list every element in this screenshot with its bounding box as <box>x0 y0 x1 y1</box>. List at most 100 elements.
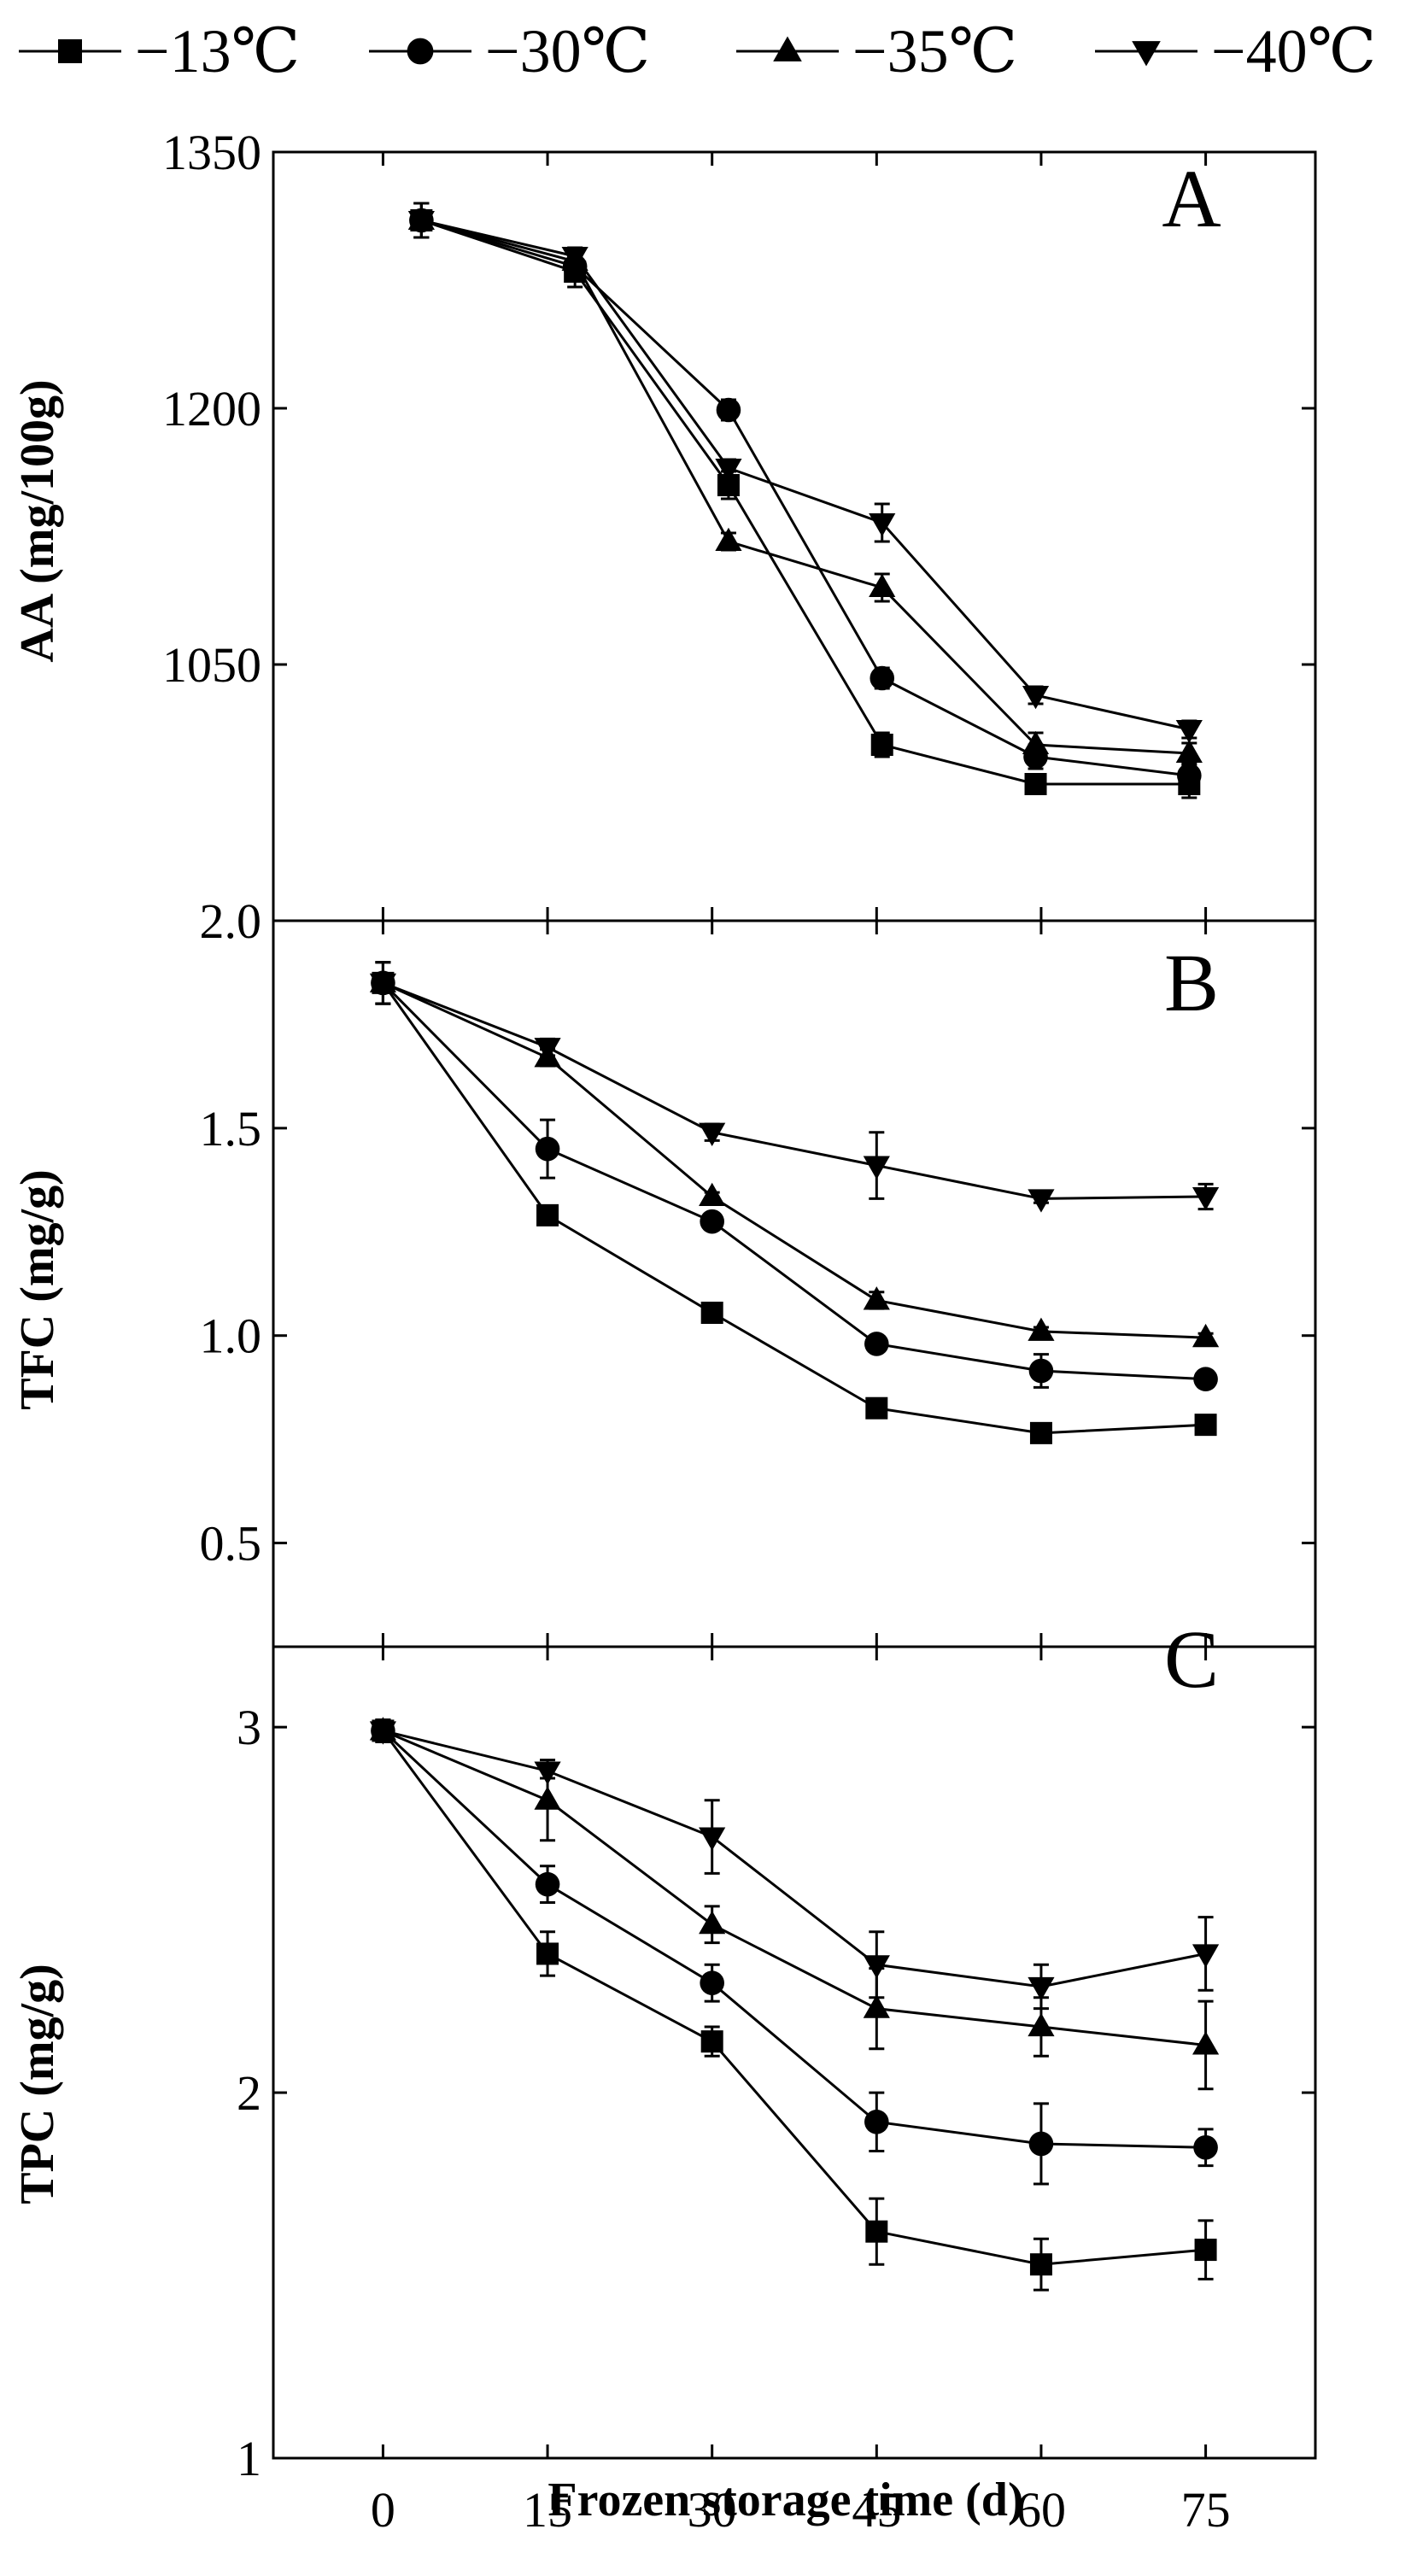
panel-a-line-s13 <box>420 219 1190 786</box>
panel-c-point-s40 <box>863 1955 890 1979</box>
panel-b-point-s35 <box>1192 1323 1220 1348</box>
panel-c-point-s35 <box>863 1994 890 2018</box>
panel-a-point-s40 <box>561 246 588 271</box>
x-tick-label: 15 <box>523 2482 572 2538</box>
panel-b-point-s13 <box>865 1396 888 1420</box>
panel-b-point-s35 <box>699 1182 726 1207</box>
legend-label: −35℃ <box>852 17 1017 85</box>
legend-entry-s30: −30℃ <box>369 17 650 85</box>
panel-a-point-s40 <box>1175 719 1203 744</box>
panel-a-point-s35 <box>1022 730 1050 755</box>
legend-entry-s40: −40℃ <box>1095 17 1376 85</box>
panel-c-point-s35 <box>534 1786 561 1810</box>
panel-a-point-s13 <box>1024 773 1047 795</box>
panel-b-y-tick-label: 0.5 <box>200 1516 262 1572</box>
x-axis: 0 15 30 45 60 75 <box>371 2444 1231 2538</box>
panel-a-y-tick-label: 1050 <box>162 637 261 693</box>
panel-a-point-s35 <box>715 527 742 552</box>
panel-b-point-s30 <box>1193 1367 1218 1392</box>
x-tick-label: 30 <box>688 2482 737 2538</box>
panel-c-point-s30 <box>1028 2131 1054 2157</box>
panel-a-point-s30 <box>716 397 741 423</box>
legend-marker-s30 <box>407 38 434 65</box>
panel-b-point-s30 <box>535 1136 560 1162</box>
panel-c-frame <box>272 1645 1317 2460</box>
panel-a-point-s40 <box>869 512 896 537</box>
panel-c-point-s35 <box>1028 2012 1055 2037</box>
panel-c-point-s30 <box>1193 2134 1218 2160</box>
panel-b-point-s40 <box>1028 1189 1055 1213</box>
panel-c-point-s40 <box>534 1761 561 1785</box>
panel-c-y-tick-label: 2 <box>237 2065 261 2121</box>
panel-a-point-s40 <box>407 210 435 235</box>
panel-c-series-s13 <box>372 1718 1217 2292</box>
panel-b-y-tick-label: 1.5 <box>200 1101 262 1156</box>
panel-b-point-s13 <box>700 1302 723 1324</box>
panel-a-point-s40 <box>715 458 742 483</box>
panel-b-series-s40 <box>369 961 1220 1213</box>
panel-a-series-s35 <box>407 202 1203 765</box>
panel-a-point-s35 <box>869 573 896 598</box>
panel-b-point-s30 <box>864 1332 889 1356</box>
panel-a-y-axis-title: AA (mg/100g) <box>11 379 64 662</box>
panel-c-y-tick-label: 3 <box>237 1700 261 1755</box>
panel-b-point-s40 <box>863 1156 890 1180</box>
panel-c-letter: C <box>1164 1613 1219 1705</box>
panel-c-point-s35 <box>1192 2031 1220 2055</box>
legend-marker-s35 <box>773 36 802 61</box>
panel-c-point-s40 <box>1028 1976 1055 2001</box>
panel-a-series-s13 <box>410 202 1201 799</box>
panel-b-letter: B <box>1164 937 1219 1028</box>
panel-a-y-tick-label: 2.0 <box>200 893 262 949</box>
legend-label: −13℃ <box>135 17 300 85</box>
panel-a-line-s30 <box>420 219 1190 777</box>
panel-c-point-s13 <box>865 2220 888 2243</box>
panel-b-line-s40 <box>382 981 1206 1200</box>
panel-a-line-s40 <box>421 219 1190 731</box>
panel-b-point-s40 <box>534 1038 561 1062</box>
panel-b-point-s40 <box>699 1122 726 1146</box>
panel-a-letter: A <box>1162 153 1221 244</box>
panel-b-point-s40 <box>369 973 397 998</box>
panel-c-y-axis-title: TPC (mg/g) <box>11 1964 64 2204</box>
panel-a-point-s35 <box>1175 739 1203 764</box>
legend-entry-s13: −13℃ <box>19 17 300 85</box>
panel-b-series-s35 <box>369 961 1220 1348</box>
panel-c-series <box>369 1717 1220 2292</box>
panel-a-frame <box>272 150 1317 922</box>
legend-label: −30℃ <box>485 17 650 85</box>
legend-label: −40℃ <box>1211 17 1376 85</box>
panel-b-line-s35 <box>382 981 1206 1339</box>
panel-a-series-s40 <box>407 202 1203 744</box>
panel-c-point-s13 <box>1029 2253 1052 2276</box>
panel-c-point-s13 <box>536 1942 559 1965</box>
panel-b-line-s13 <box>382 981 1206 1435</box>
legend-entry-s35: −35℃ <box>736 17 1017 85</box>
panel-c-series-s30 <box>371 1718 1218 2186</box>
panel-c-point-s40 <box>1192 1944 1220 1968</box>
panel-c-point-s30 <box>535 1871 560 1897</box>
panel-a-point-s40 <box>1022 685 1050 710</box>
panel-c: 1 2 3 C TPC (mg/g) <box>11 1613 1317 2486</box>
panel-b-point-s35 <box>1028 1317 1055 1341</box>
panel-c-point-s13 <box>1194 2239 1217 2262</box>
panel-a-series <box>407 202 1203 799</box>
panel-c-point-s35 <box>699 1910 726 1935</box>
panel-a-ticks: 1050 1200 1350 2.0 <box>162 125 1315 949</box>
panel-c-series-s35 <box>369 1717 1220 2091</box>
panel-c-point-s40 <box>699 1827 726 1851</box>
x-tick-label: 75 <box>1181 2482 1231 2538</box>
panel-a-point-s30 <box>870 665 895 691</box>
panel-b-series <box>369 961 1220 1444</box>
panel-c-line-s13 <box>382 1730 1206 2266</box>
panel-a-point-s30 <box>1177 763 1202 788</box>
x-tick-label: 60 <box>1016 2482 1066 2538</box>
x-tick-label: 45 <box>852 2482 901 2538</box>
panel-b-point-s30 <box>700 1209 724 1234</box>
panel-b-y-tick-label: 1.0 <box>200 1308 262 1364</box>
x-axis-title: Frozen storage time (d) <box>547 2474 1023 2526</box>
panel-b-point-s35 <box>863 1286 890 1310</box>
panel-a-y-tick-label: 1350 <box>162 125 261 180</box>
panel-c-line-s35 <box>382 1730 1206 2046</box>
